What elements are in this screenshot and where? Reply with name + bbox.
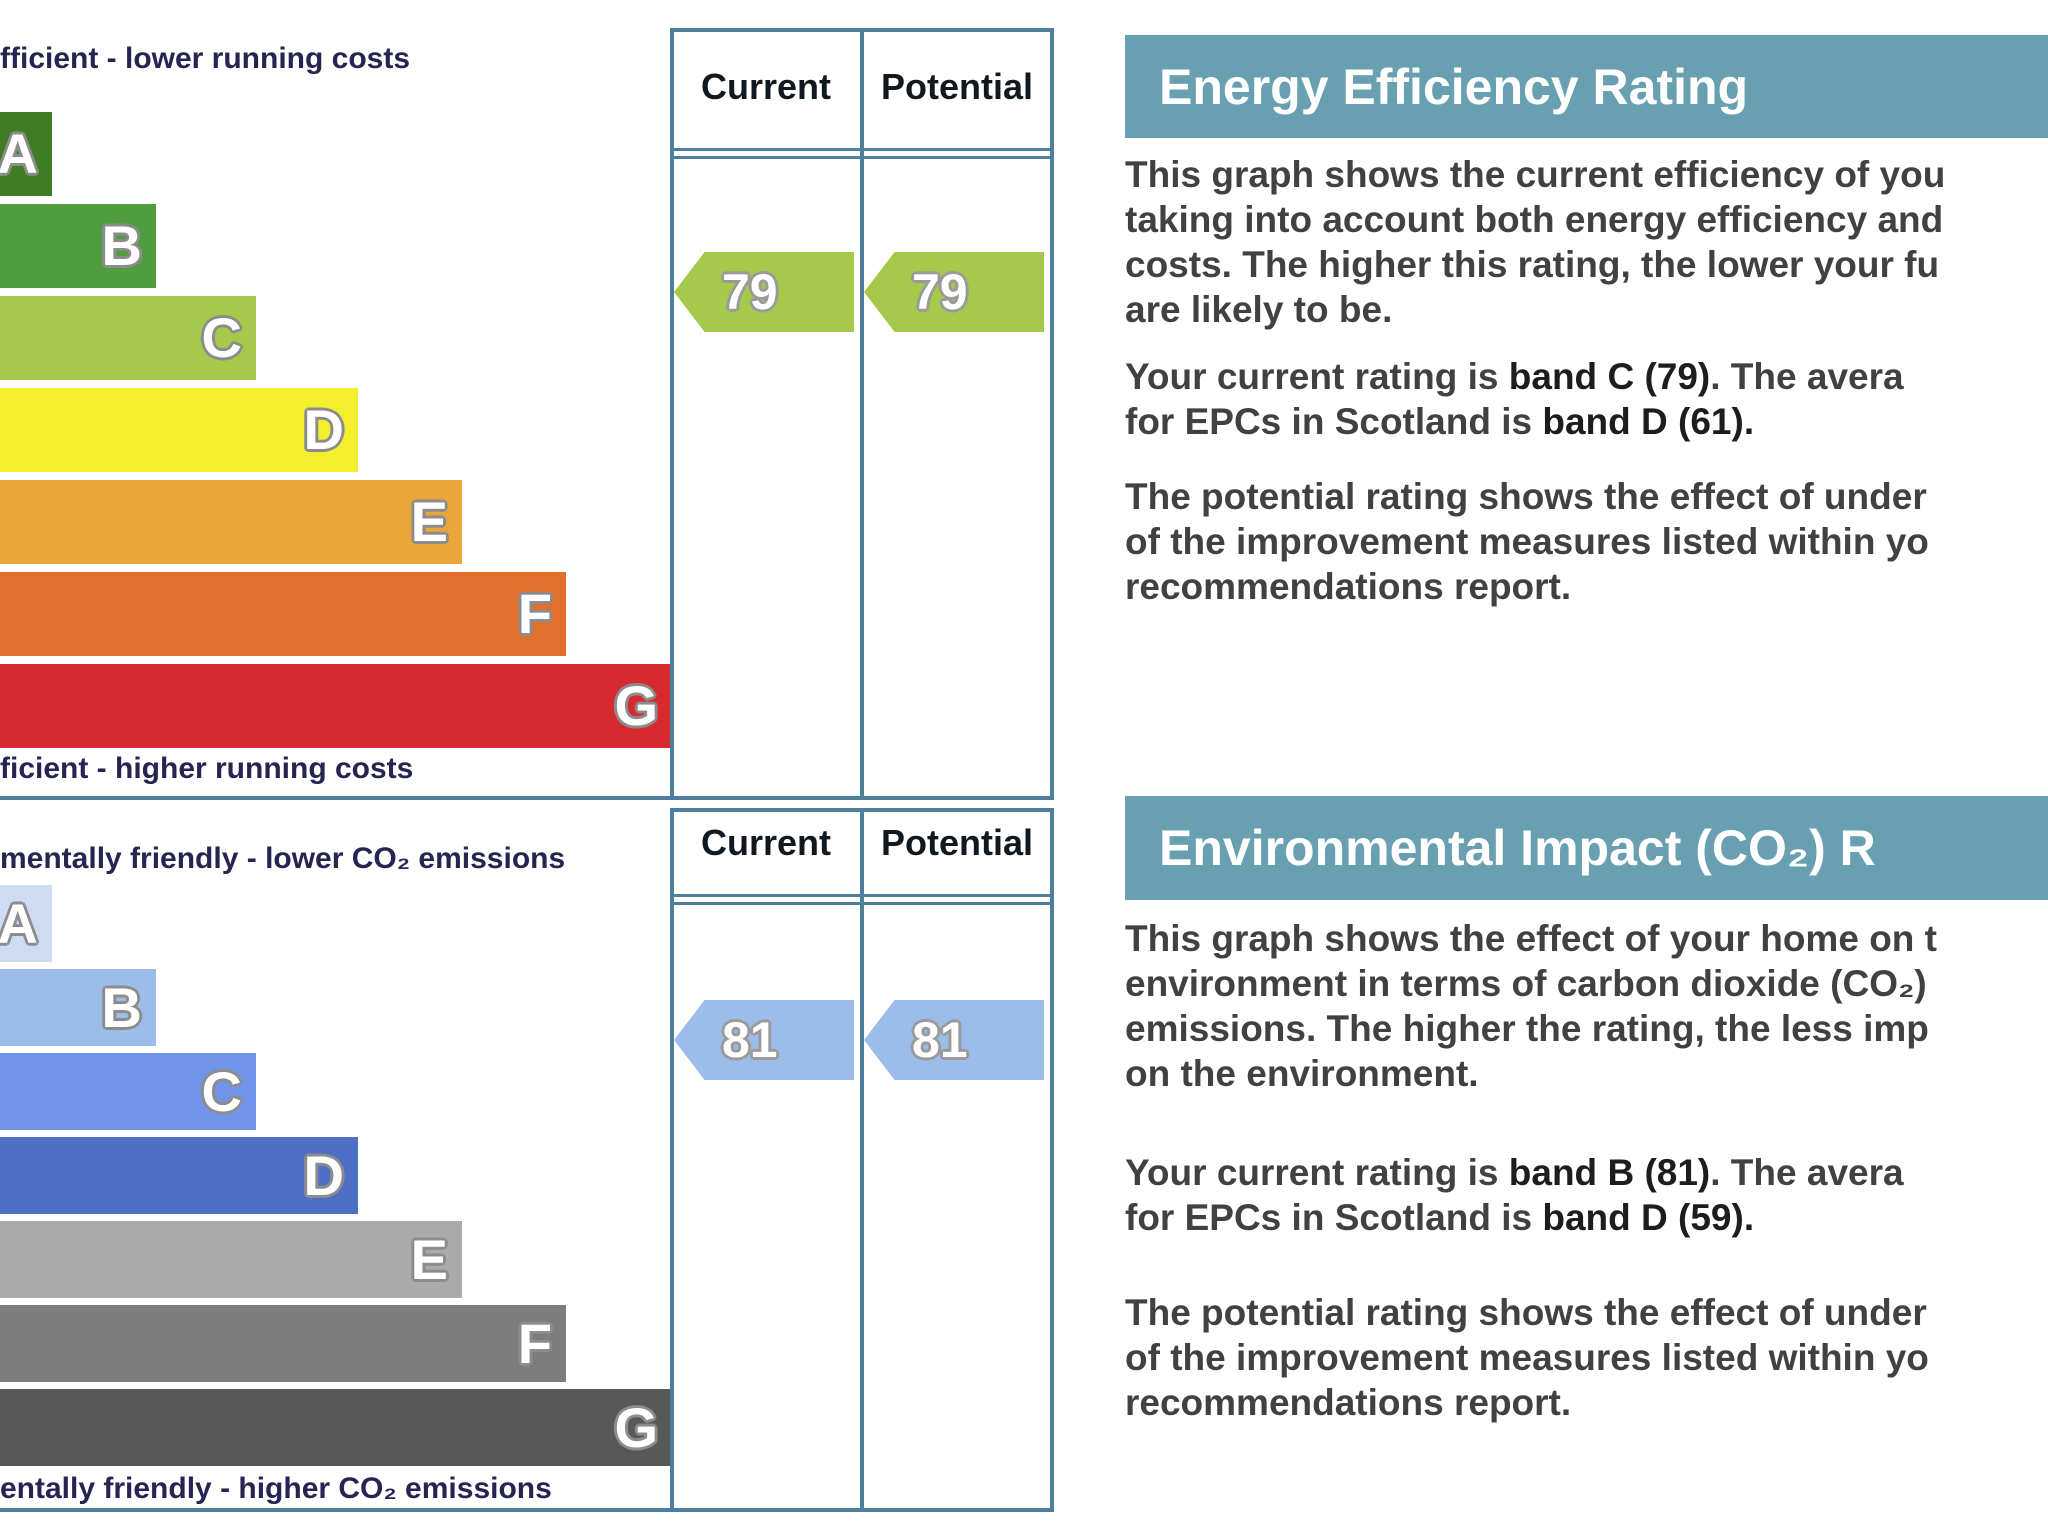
co2-bottom-label: entally friendly - higher CO₂ emissions <box>0 1472 552 1505</box>
energy-table-right-border <box>1050 28 1054 800</box>
co2-table-right-border <box>1050 808 1054 1512</box>
band-c: C <box>0 1053 256 1130</box>
text-line: Your current rating is band B (81). The … <box>1125 1150 2048 1195</box>
rating-highlight: band C (79) <box>1508 356 1711 397</box>
energy-paragraph-3: The potential rating shows the effect of… <box>1125 474 2048 609</box>
text-line: recommendations report. <box>1125 566 1572 607</box>
text-line: The potential rating shows the effect of… <box>1125 1292 1927 1333</box>
band-a: A <box>0 112 52 196</box>
co2-paragraph-2: Your current rating is band B (81). The … <box>1125 1150 2048 1240</box>
band-d: D <box>0 1137 358 1214</box>
energy-current-value: 79 <box>722 264 778 320</box>
co2-potential-arrow: 81 <box>864 1000 1044 1080</box>
energy-paragraph-1: This graph shows the current efficiency … <box>1125 152 2048 332</box>
band-b: B <box>0 204 156 288</box>
band-g: G <box>0 1389 672 1466</box>
text-line: on the environment. <box>1125 1053 1479 1094</box>
band-letter: G <box>614 674 658 737</box>
band-d: D <box>0 388 358 472</box>
energy-table-divider <box>860 28 864 800</box>
text-segment: Your current rating is <box>1125 1152 1509 1193</box>
text-segment: for EPCs in Scotland is <box>1125 1197 1543 1238</box>
band-g: G <box>0 664 672 748</box>
text-line: Your current rating is band C (79). The … <box>1125 354 2048 399</box>
co2-impact-chart: mentally friendly - lower CO₂ emissions … <box>0 808 1054 1536</box>
co2-header-rule-2 <box>670 902 1054 905</box>
band-letter: D <box>303 1143 344 1207</box>
energy-table-left-border <box>670 28 674 800</box>
energy-potential-header: Potential <box>880 66 1033 107</box>
text-segment: . The avera <box>1710 356 1904 397</box>
energy-paragraph-2: Your current rating is band C (79). The … <box>1125 354 2048 444</box>
co2-chart-bottom-border <box>0 1508 1054 1512</box>
text-line: The potential rating shows the effect of… <box>1125 476 1927 517</box>
rating-highlight: band D (59). <box>1542 1197 1755 1238</box>
band-letter: C <box>201 1059 242 1123</box>
text-line: This graph shows the current efficiency … <box>1125 154 1946 195</box>
band-f: F <box>0 572 566 656</box>
band-letter: B <box>101 214 142 277</box>
energy-bottom-label: ficient - higher running costs <box>0 752 414 785</box>
co2-potential-header: Potential <box>880 822 1033 863</box>
band-letter: E <box>410 1227 448 1291</box>
energy-header-rule-2 <box>670 156 1054 159</box>
text-line: for EPCs in Scotland is band D (59). <box>1125 1195 2048 1240</box>
co2-potential-value: 81 <box>912 1012 968 1068</box>
text-segment: for EPCs in Scotland is <box>1125 401 1543 442</box>
band-f: F <box>0 1305 566 1382</box>
band-letter: C <box>201 306 242 369</box>
text-line: of the improvement measures listed withi… <box>1125 1337 1929 1378</box>
co2-table-left-border <box>670 808 674 1512</box>
co2-current-arrow: 81 <box>674 1000 854 1080</box>
energy-chart-bottom-border <box>0 796 1054 800</box>
description-panel: Energy Efficiency Rating This graph show… <box>1125 0 2048 1536</box>
band-e: E <box>0 480 462 564</box>
energy-section-title: Energy Efficiency Rating <box>1125 35 2048 138</box>
energy-current-header: Current <box>700 66 831 107</box>
text-line: emissions. The higher the rating, the le… <box>1125 1008 1929 1049</box>
text-line: This graph shows the effect of your home… <box>1125 918 1937 959</box>
text-segment: Your current rating is <box>1125 356 1509 397</box>
band-letter: A <box>0 891 38 955</box>
energy-current-arrow: 79 <box>674 252 854 332</box>
co2-header-rule-1 <box>670 894 1054 897</box>
energy-header-rule-1 <box>670 148 1054 151</box>
text-line: for EPCs in Scotland is band D (61). <box>1125 399 2048 444</box>
band-a: A <box>0 885 52 962</box>
text-line: environment in terms of carbon dioxide (… <box>1125 963 1927 1004</box>
text-line: are likely to be. <box>1125 289 1393 330</box>
energy-top-label: fficient - lower running costs <box>0 42 411 75</box>
energy-potential-value: 79 <box>912 264 968 320</box>
rating-highlight: band D (61). <box>1542 401 1755 442</box>
band-b: B <box>0 969 156 1046</box>
text-line: recommendations report. <box>1125 1382 1572 1423</box>
band-letter: F <box>517 1311 552 1375</box>
co2-table-divider <box>860 808 864 1512</box>
energy-potential-arrow: 79 <box>864 252 1044 332</box>
band-letter: F <box>517 582 552 645</box>
co2-current-value: 81 <box>722 1012 778 1068</box>
text-segment: . The avera <box>1710 1152 1904 1193</box>
co2-paragraph-3: The potential rating shows the effect of… <box>1125 1290 2048 1425</box>
co2-paragraph-1: This graph shows the effect of your home… <box>1125 916 2048 1096</box>
band-e: E <box>0 1221 462 1298</box>
band-c: C <box>0 296 256 380</box>
band-letter: G <box>614 1395 658 1459</box>
band-letter: E <box>410 490 448 553</box>
band-letter: D <box>303 398 344 461</box>
co2-top-label: mentally friendly - lower CO₂ emissions <box>0 842 566 875</box>
text-line: costs. The higher this rating, the lower… <box>1125 244 1940 285</box>
co2-section-title: Environmental Impact (CO₂) R <box>1125 796 2048 900</box>
co2-current-header: Current <box>700 822 831 863</box>
rating-highlight: band B (81) <box>1508 1152 1711 1193</box>
band-letter: A <box>0 122 38 185</box>
band-letter: B <box>101 975 142 1039</box>
text-line: taking into account both energy efficien… <box>1125 199 1944 240</box>
text-line: of the improvement measures listed withi… <box>1125 521 1929 562</box>
